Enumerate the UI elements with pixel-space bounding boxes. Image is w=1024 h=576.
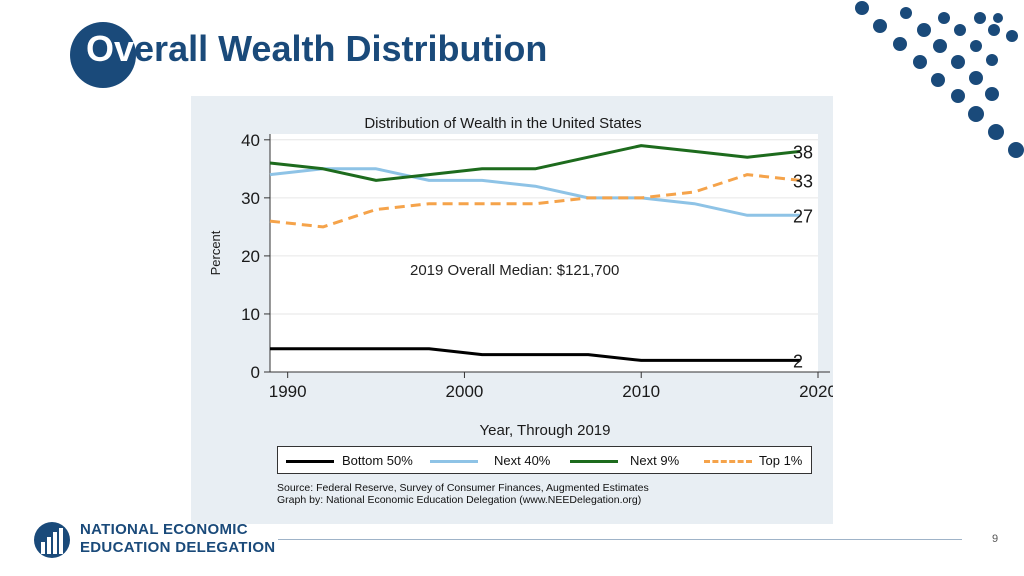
legend-label-top-1: Top 1% (759, 453, 803, 468)
slide-title-rest: erall Wealth Distribution (134, 28, 548, 69)
y-tick-label: 0 (251, 363, 260, 382)
end-label: 33 (793, 171, 813, 191)
legend-label-next-9: Next 9% (630, 453, 680, 468)
page-number: 9 (992, 533, 999, 545)
chart-legend: Bottom 50% Next 40% Next 9% Top 1% (277, 446, 812, 474)
logo-line-1: NATIONAL ECONOMIC (80, 521, 248, 538)
y-tick-label: 20 (241, 247, 260, 266)
y-tick-label: 40 (241, 131, 260, 150)
logo-text: NATIONAL ECONOMIC EDUCATION DELEGATION (80, 521, 275, 557)
footer-divider (278, 539, 962, 540)
plot-area (270, 134, 818, 372)
source-line-2: Graph by: National Economic Education De… (277, 494, 642, 506)
y-tick-label: 30 (241, 189, 260, 208)
end-label: 27 (793, 206, 813, 226)
end-label: 2 (793, 351, 803, 371)
chart-title: Distribution of Wealth in the United Sta… (364, 115, 641, 132)
need-logo: NATIONAL ECONOMIC EDUCATION DELEGATION (32, 518, 275, 562)
legend-swatch-next-40 (430, 460, 478, 463)
legend-swatch-next-9 (570, 460, 618, 463)
x-tick-label: 1990 (269, 382, 307, 401)
median-annotation: 2019 Overall Median: $121,700 (410, 262, 620, 279)
x-tick-label: 2000 (446, 382, 484, 401)
x-axis-label: Year, Through 2019 (480, 422, 611, 439)
y-axis-label: Percent (208, 230, 223, 275)
decorative-dot-pattern (855, 1, 1024, 158)
logo-emblem-icon (34, 522, 70, 558)
legend-swatch-bottom-50 (286, 460, 334, 463)
legend-label-bottom-50: Bottom 50% (342, 453, 413, 468)
logo-line-2: EDUCATION DELEGATION (80, 539, 276, 556)
y-tick-label: 10 (241, 305, 260, 324)
x-tick-label: 2010 (622, 382, 660, 401)
source-line-1: Source: Federal Reserve, Survey of Consu… (277, 482, 649, 494)
title-accent-circle (70, 22, 136, 88)
slide-title: Overall Wealth Distribution (86, 28, 547, 70)
x-tick-label: 2020 (799, 382, 833, 401)
slide-title-first-letters: Ov (86, 28, 135, 69)
legend-swatch-top-1 (704, 460, 752, 463)
end-label: 38 (793, 142, 813, 162)
legend-label-next-40: Next 40% (494, 453, 551, 468)
wealth-distribution-chart: Distribution of Wealth in the United Sta… (208, 115, 833, 439)
chart-source: Source: Federal Reserve, Survey of Consu… (277, 482, 649, 506)
